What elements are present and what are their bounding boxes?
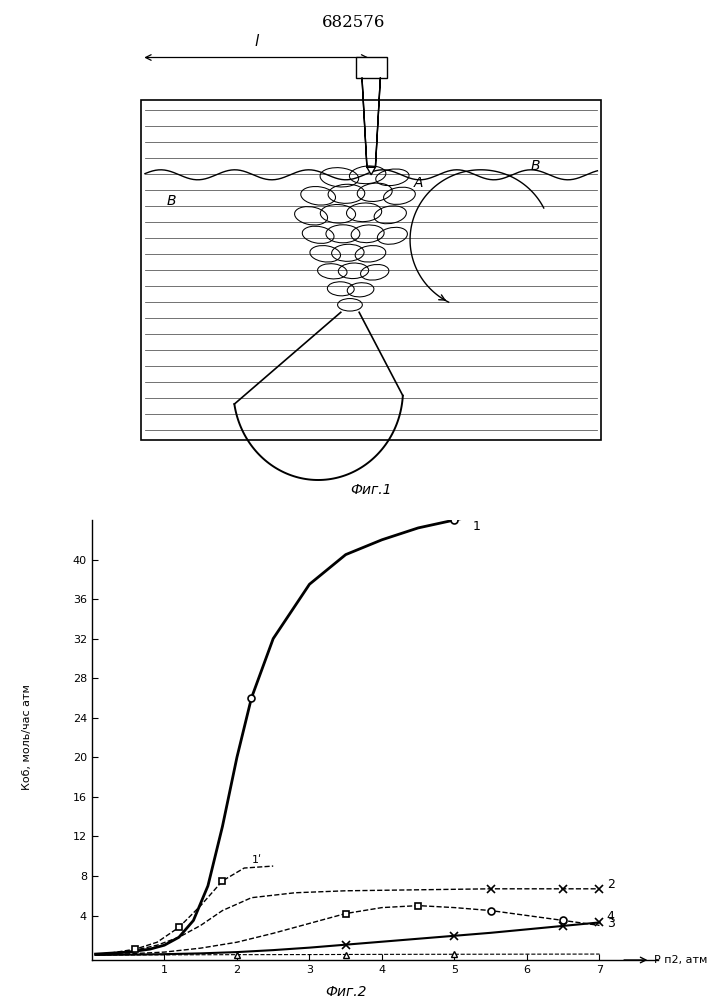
Text: 682576: 682576 (322, 14, 385, 31)
Text: 1: 1 (472, 520, 481, 533)
Text: B: B (530, 159, 539, 173)
Polygon shape (362, 78, 380, 167)
Text: A: A (414, 176, 423, 190)
Polygon shape (367, 167, 375, 175)
Text: Коб, моль/час атм: Коб, моль/час атм (22, 685, 32, 790)
Bar (141, 100, 601, 440)
Text: 3: 3 (607, 917, 614, 930)
Text: 1ʹ: 1ʹ (252, 855, 262, 865)
Text: 2: 2 (607, 878, 614, 891)
Bar (356, 56, 387, 78)
Text: Фиг.1: Фиг.1 (351, 483, 392, 496)
Text: Фиг.2: Фиг.2 (325, 985, 366, 999)
Text: B: B (166, 194, 175, 208)
Text: Р п2, атм: Р п2, атм (654, 955, 707, 965)
Text: 4: 4 (607, 910, 614, 923)
Text: l: l (254, 33, 259, 48)
